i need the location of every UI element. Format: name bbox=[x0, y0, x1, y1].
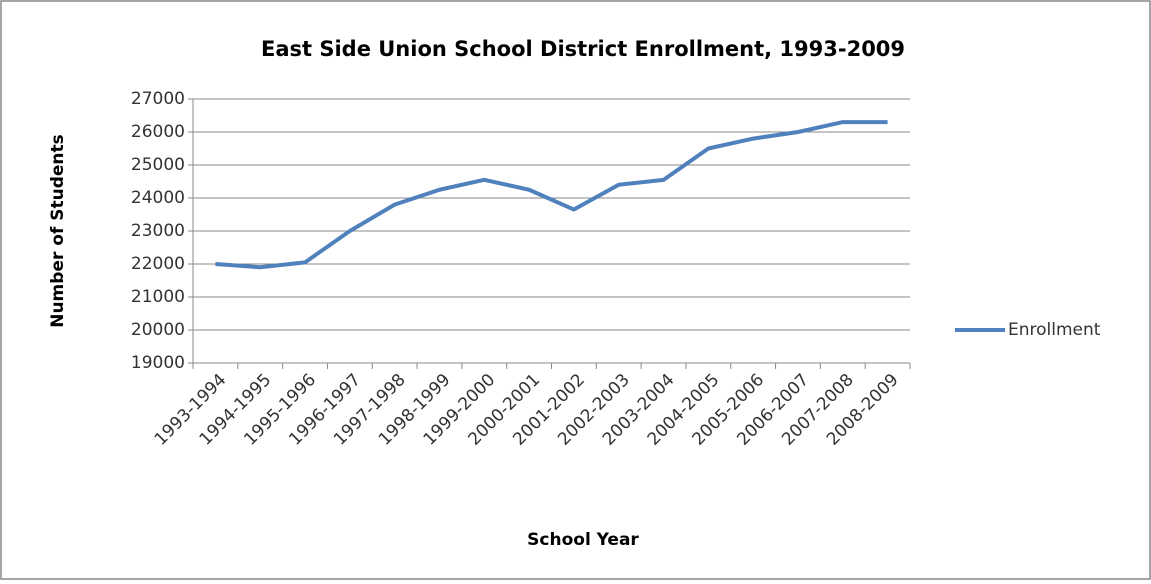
legend-label: Enrollment bbox=[1008, 320, 1101, 340]
x-axis-title: School Year bbox=[527, 530, 639, 550]
y-tick-label: 26000 bbox=[131, 122, 185, 142]
line-series bbox=[215, 120, 888, 270]
y-tick-label: 22000 bbox=[131, 254, 185, 274]
y-tick-label: 20000 bbox=[131, 320, 185, 340]
y-tick-label: 23000 bbox=[131, 221, 185, 241]
y-tick-label: 27000 bbox=[131, 89, 185, 109]
y-tick-label: 24000 bbox=[131, 188, 185, 208]
y-tick-label: 21000 bbox=[131, 287, 185, 307]
y-tick-label: 19000 bbox=[131, 353, 185, 373]
y-tick-label: 25000 bbox=[131, 155, 185, 175]
chart-title: East Side Union School District Enrollme… bbox=[261, 37, 905, 61]
y-axis-title: Number of Students bbox=[48, 134, 68, 328]
